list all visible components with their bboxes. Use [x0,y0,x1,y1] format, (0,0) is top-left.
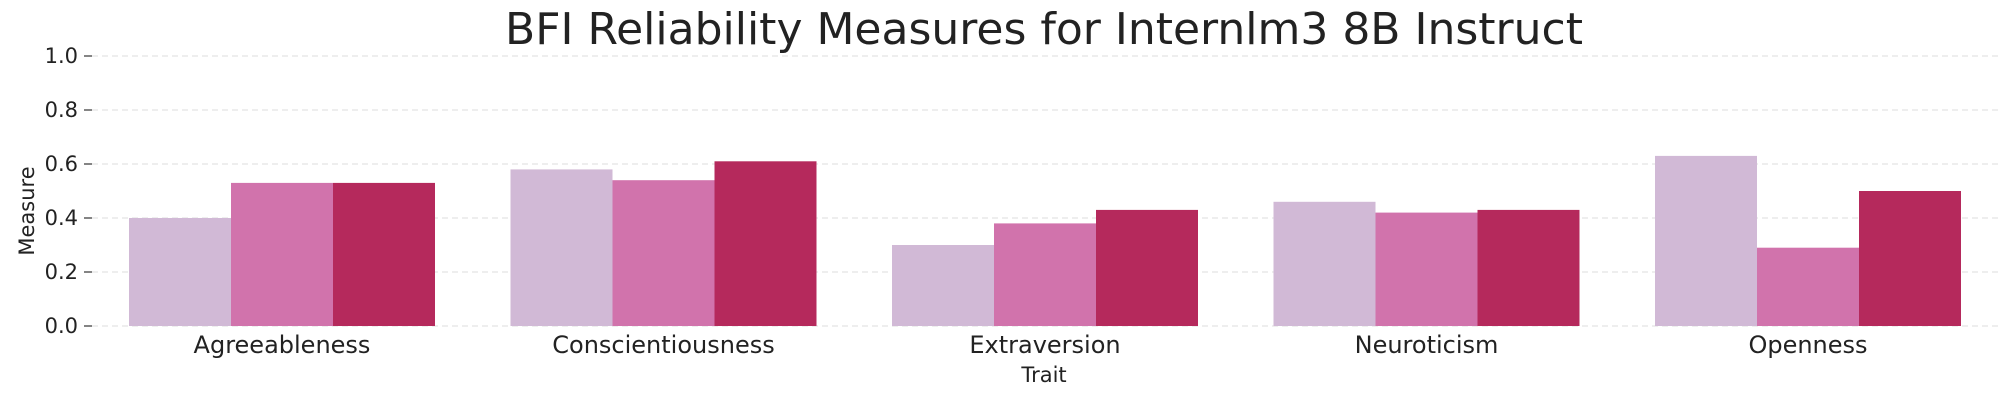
y-tick-label: 0.4 [45,206,78,230]
y-tick-label: 1.0 [45,44,78,68]
x-tick-label: Openness [1748,331,1867,359]
chart-title: BFI Reliability Measures for Internlm3 8… [505,4,1583,55]
bar-agreeableness-series-1 [129,218,231,326]
x-tick-label: Conscientiousness [552,331,774,359]
bar-conscientiousness-series-1 [510,169,613,326]
x-tick-label: Extraversion [969,331,1120,359]
bar-agreeableness-series-2 [231,182,333,326]
y-tick-label: 0.2 [45,260,78,284]
y-tick-label: 0.8 [45,98,78,122]
bar-neuroticism-series-3 [1477,209,1580,326]
bar-openness-series-3 [1859,191,1961,326]
bar-extraversion-series-1 [892,245,994,326]
bar-conscientiousness-series-2 [612,180,715,326]
y-tick-label: 0.0 [45,314,78,338]
bars-layer [129,155,1961,326]
x-tick-label: Neuroticism [1355,331,1499,359]
bar-openness-series-1 [1655,155,1757,326]
bar-extraversion-series-2 [994,223,1096,326]
y-axis: 0.0 0.2 0.4 0.6 0.8 1.0 [45,44,92,338]
bar-openness-series-2 [1757,247,1859,326]
x-axis: Agreeableness Conscientiousness Extraversi… [194,331,1868,359]
x-tick-label: Agreeableness [194,331,371,359]
bar-neuroticism-series-1 [1273,201,1376,326]
bar-agreeableness-series-3 [333,182,435,326]
y-tick-label: 0.6 [45,152,78,176]
y-axis-label: Measure [15,166,39,255]
bar-conscientiousness-series-3 [714,161,817,326]
x-axis-label: Trait [1020,363,1066,387]
bar-extraversion-series-3 [1096,209,1198,326]
bar-neuroticism-series-2 [1375,212,1478,326]
